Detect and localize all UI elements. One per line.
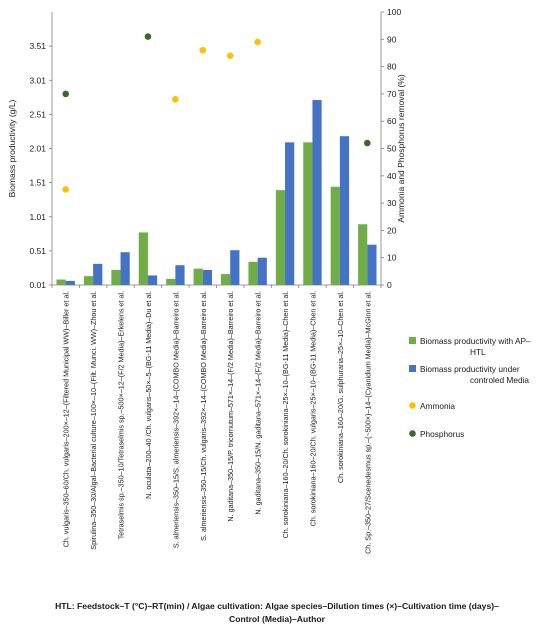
legend-label-line: HTL [470,347,486,357]
y-left-tick-label: 2.01 [29,144,46,154]
category-label: S. almeriensis–350–15/Ch. vulgaris–392×–… [199,291,208,541]
legend: Biomass productivity with AP– HTLBiomass … [409,336,531,439]
y-axis-right-title: Ammonia and Phosphorus removal (%) [396,74,406,223]
y-right-tick-label: 0 [387,280,392,290]
category-label: Ch. Sp.–350–27/Scenedesmus sp.–(~500×)–1… [363,291,372,554]
bar-ap-htl [138,232,148,285]
category-labels-group: Ch. vulgaris–350–60/Ch. vulgaris–200×–12… [62,291,373,554]
bar-controled-media [93,263,103,285]
bars-group [56,100,377,285]
y-right-tick-label: 20 [387,225,397,235]
bar-controled-media [120,252,130,285]
category-label: S. almeriensis–350–15/S. almeriensis–392… [171,291,180,548]
y-right-tick-label: 10 [387,253,397,263]
legend-label-line: Ammonia [420,401,455,411]
bar-ap-htl [166,278,176,285]
legend-swatch [409,365,416,372]
legend-marker [409,402,416,409]
point-phosphorus [144,33,152,40]
y-left-tick-label: 3.51 [29,41,46,51]
legend-label-line: Biomass productivity under [420,364,520,374]
legend-marker [409,430,416,437]
category-label: N. gaditana–350–15/P. tricornutum–571×–1… [226,291,235,522]
y-left-tick-label: 1.51 [29,178,46,188]
legend-label: Biomass productivity under controled Medi… [420,364,529,385]
y-right-tick-label: 50 [387,144,397,154]
bar-ap-htl [248,261,258,285]
y-right-tick-label: 40 [387,171,397,181]
point-ammonia [172,96,179,103]
bar-controled-media [339,136,350,285]
category-label: N. gaditana–350–15/N. gaditana–571×–14–(… [254,291,263,515]
caption-group: HTL: Feedstock–T (°C)–RT(min) / Algae cu… [55,601,499,624]
axes-group: 0.01 0.51 1.01 1.51 2.01 2.51 3.01 3.51 0 10 20 30 4… [7,7,406,290]
y-right-tick-label: 90 [387,34,397,44]
legend-label-line: controled Media [470,375,529,385]
bar-ap-htl [330,186,340,285]
point-phosphorus [62,90,70,98]
bar-controled-media [147,275,158,285]
caption-line-2: Control (Media)–Author [229,614,326,624]
category-label: Tetraselmis sp.–350–10/Tetraselmis sp.–5… [117,291,126,539]
legend-swatch [409,337,416,344]
bar-controled-media [312,100,322,285]
bar-controled-media [65,280,75,285]
y-left-tick-label: 1.01 [29,212,46,222]
y-right-tick-label: 30 [387,198,397,208]
bar-ap-htl [83,276,94,285]
points-group [62,33,371,193]
bar-ap-htl [193,268,203,285]
y-axis-left-title: Biomass productivity (g/L) [7,99,17,197]
bar-ap-htl [358,224,368,285]
bar-ap-htl [56,279,66,285]
point-phosphorus [363,139,371,147]
category-label: Ch. sorokiniana–160–20/Ch. sorokiniana–2… [281,291,290,538]
bar-controled-media [175,265,185,285]
category-label: N. oculata–200–40 /Ch. vulgaris–50×–5–(B… [144,291,153,499]
point-ammonia [199,46,207,54]
legend-label-line: Phosphorus [420,429,464,439]
point-ammonia [226,52,234,59]
bar-controled-media [367,244,377,285]
point-ammonia [62,186,70,193]
bar-ap-htl [275,190,286,285]
category-label: Ch. vulgaris–350–60/Ch. vulgaris–200×–12… [62,291,71,547]
legend-label: Biomass productivity with AP– HTL [420,336,531,357]
y-right-tick-label: 60 [387,116,397,126]
legend-label-line: Biomass productivity with AP– [420,336,531,346]
category-label: Ch. sorokiniana–160–20/G. sulphuraria–25… [336,291,345,483]
y-right-tick-label: 70 [387,89,397,99]
bar-ap-htl [303,142,313,285]
caption-line-1: HTL: Feedstock–T (°C)–RT(min) / Algae cu… [55,601,499,611]
bar-controled-media [202,269,212,285]
y-left-tick-label: 0.01 [29,280,46,290]
legend-label: Phosphorus [420,429,464,439]
bar-controled-media [257,257,267,285]
y-left-tick-label: 2.51 [29,109,46,119]
y-right-tick-label: 80 [387,62,397,72]
bar-controled-media [230,250,240,285]
bar-controled-media [285,142,295,285]
bar-ap-htl [221,274,231,285]
y-right-tick-label: 100 [387,7,401,17]
category-label: Spirulina–350–30/Algal–Bacterial culture… [89,291,98,550]
bar-ap-htl [111,269,121,285]
category-label: Ch. sorokiniana–160–20/Ch. vulgaris–25×–… [308,291,317,526]
y-left-tick-label: 3.01 [29,75,46,85]
point-ammonia [254,38,261,46]
y-left-tick-label: 0.51 [29,246,46,256]
legend-label: Ammonia [420,401,455,411]
